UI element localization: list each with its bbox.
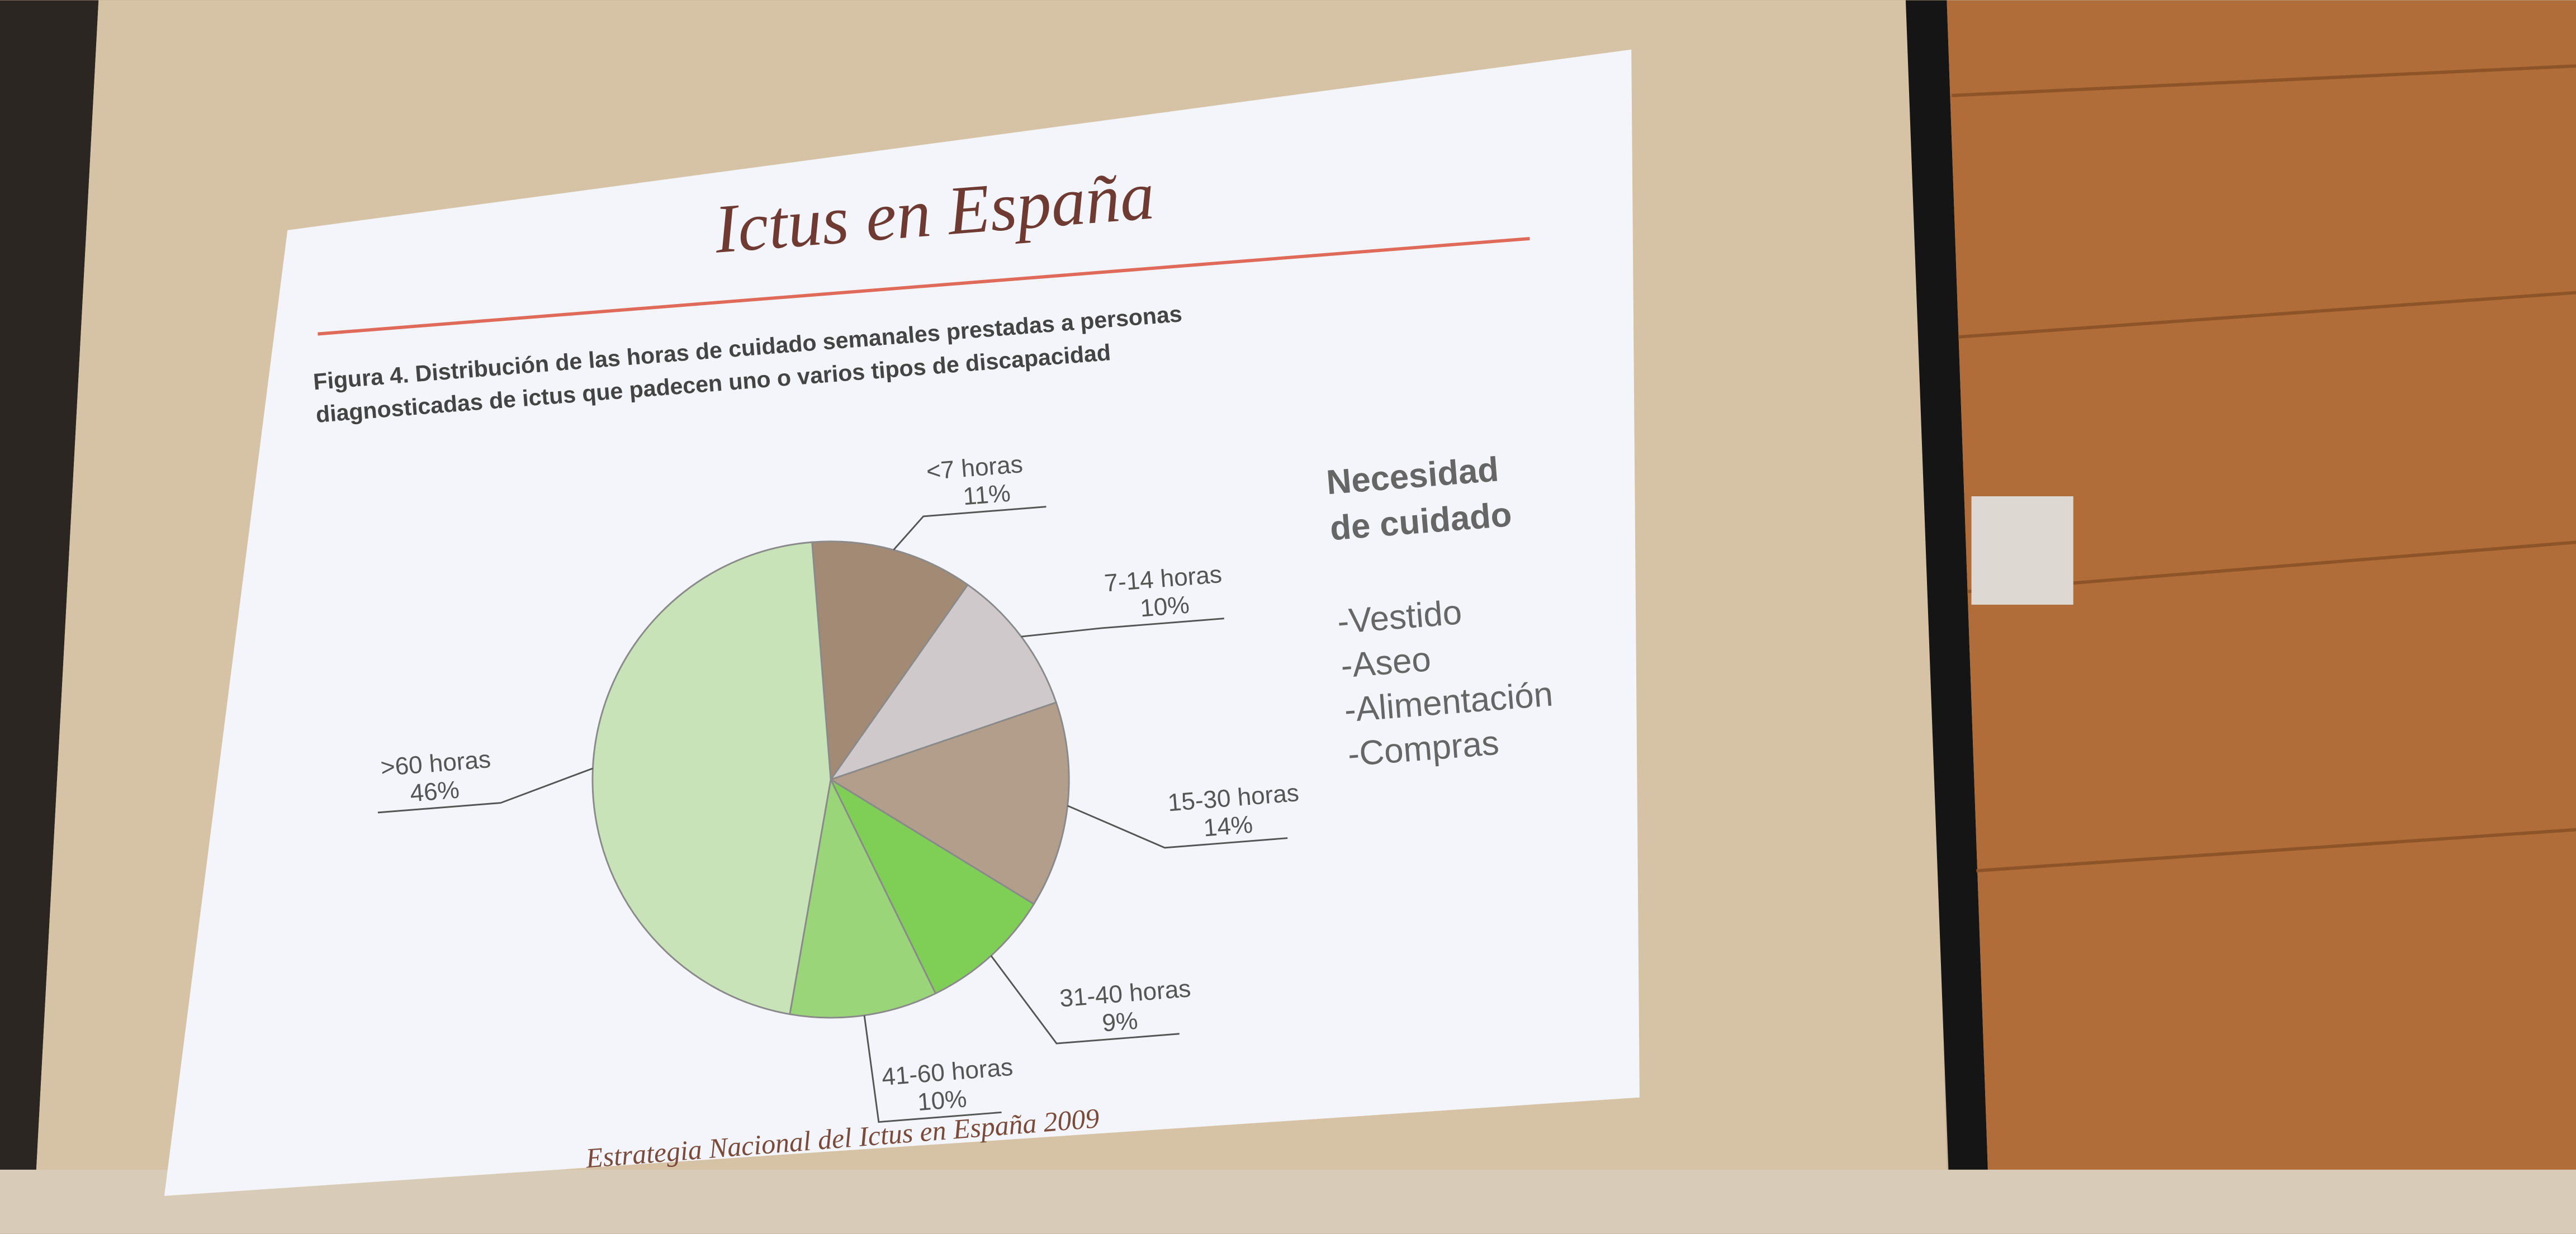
slice-value: 10% <box>1139 591 1191 623</box>
floor-strip <box>0 1169 2576 1234</box>
pie-slice <box>811 540 969 782</box>
screen-frame <box>1905 0 1988 1170</box>
leader-line <box>990 955 1180 1045</box>
slice-value: 14% <box>1202 811 1254 842</box>
slice-value: 11% <box>962 480 1012 511</box>
leader-line <box>1021 618 1224 638</box>
pie-slice <box>828 777 1035 995</box>
slice-value: 9% <box>1101 1007 1139 1037</box>
side-item: -Aseo <box>1339 640 1432 685</box>
leader-line <box>1067 805 1288 849</box>
pie-slice <box>828 583 1058 781</box>
wood-panel <box>1947 0 2576 1234</box>
slice-value: 10% <box>916 1085 968 1116</box>
wall-plate <box>1971 496 2073 605</box>
dark-edge <box>0 0 99 1234</box>
slice-value: 46% <box>409 776 461 808</box>
leader-line <box>893 506 1046 550</box>
leader-line <box>863 1015 1002 1123</box>
leader-line <box>377 767 593 814</box>
title-rule <box>318 236 1530 336</box>
